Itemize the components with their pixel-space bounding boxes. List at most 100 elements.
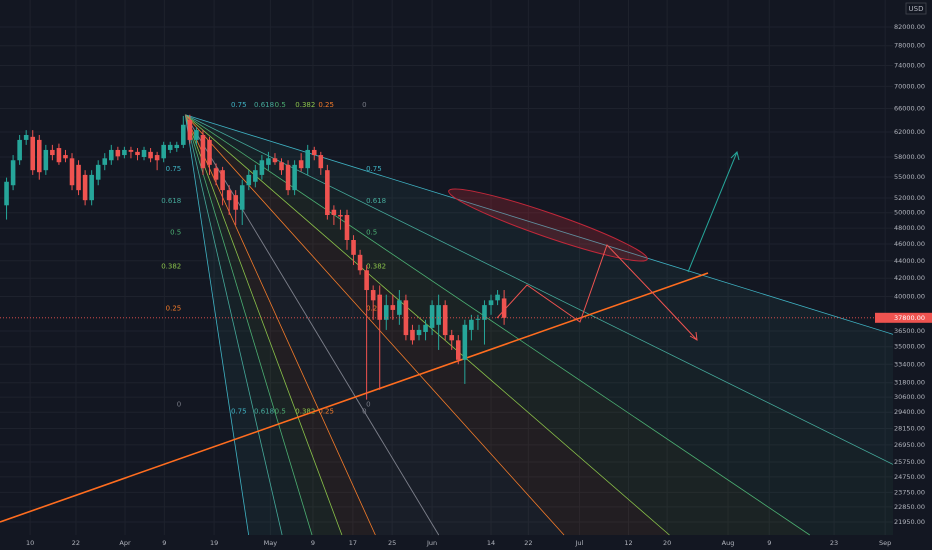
fan-label: 0.75 [231, 101, 247, 109]
candle-body [95, 164, 101, 180]
candle-body [449, 335, 455, 341]
y-tick-label: 44000.00 [894, 257, 925, 265]
fan-label: 0 [362, 408, 366, 416]
currency-box [905, 2, 927, 15]
y-tick-label: 26950.00 [894, 441, 925, 449]
x-tick-label: 12 [624, 539, 632, 547]
y-tick-label: 55000.00 [894, 173, 925, 181]
currency: USD [909, 5, 924, 13]
y-tick-label: 24750.00 [894, 473, 925, 481]
fan-label: 0.382 [295, 408, 315, 416]
candle-body [187, 120, 193, 140]
y-tick-label: 62000.00 [894, 128, 925, 136]
candle-body [469, 319, 474, 330]
candle-body [17, 139, 22, 161]
candle-body [397, 300, 402, 315]
candle-body [167, 144, 173, 150]
candle-body [331, 209, 337, 216]
candle-body [135, 151, 140, 156]
candle-body [194, 130, 199, 140]
candle-body [10, 160, 16, 186]
candle-body [154, 155, 160, 161]
candle-body [246, 174, 252, 186]
candle-body [501, 298, 507, 318]
x-tick-label: 25 [388, 539, 396, 547]
x-tick-label: Apr [119, 539, 131, 547]
arrow-head [689, 331, 698, 341]
candle-body [364, 270, 369, 291]
x-tick-label: 14 [487, 539, 495, 547]
fan-label: 0.382 [366, 263, 386, 271]
candle-body [174, 144, 180, 149]
candle-body [50, 149, 55, 156]
candle-body [69, 158, 75, 186]
candle-body [370, 290, 376, 301]
candle-body [266, 158, 271, 165]
x-tick-label: 22 [72, 539, 80, 547]
candle-body [82, 174, 88, 201]
candle-body [226, 190, 232, 201]
x-tick-label: 23 [830, 539, 838, 547]
fan-line [185, 114, 894, 465]
fan-label: 0.25 [318, 101, 334, 109]
y-tick-label: 74000.00 [894, 62, 925, 70]
candle-body [102, 158, 108, 165]
last-price-label: 37800.00 [894, 314, 925, 322]
x-tick-label: 22 [524, 539, 532, 547]
candle-body [423, 324, 428, 332]
candle-body [377, 294, 383, 320]
y-tick-label: 58000.00 [894, 153, 925, 161]
projection-up [687, 151, 738, 273]
y-tick-label: 36500.00 [894, 327, 925, 335]
highlight-ellipse [448, 188, 648, 262]
fan-line [184, 114, 440, 536]
candle-body [109, 149, 114, 161]
x-tick-label: 20 [663, 539, 671, 547]
y-tick-label: 82000.00 [894, 23, 925, 31]
y-tick-label: 35000.00 [894, 343, 925, 351]
candle-body [161, 144, 166, 159]
candle-body [351, 240, 356, 255]
candle-body [122, 149, 127, 156]
fan-line [184, 114, 283, 536]
candle-body [76, 164, 81, 191]
candle-body [115, 149, 121, 157]
candle-body [436, 305, 441, 325]
fan-label: 0.75 [366, 165, 382, 173]
candle-body [357, 254, 363, 271]
candle-body [213, 168, 219, 180]
fan-label: 0.25 [318, 408, 334, 416]
last-price-box [875, 312, 932, 323]
candle-body [239, 185, 245, 210]
fan-line [184, 114, 376, 536]
fan-line [184, 114, 313, 536]
price-axis: 82000.00 78000.00 74000.00 70000.00 66000.00… [0, 23, 932, 547]
fan-label: 0.5 [275, 408, 286, 416]
y-tick-label: 25750.00 [894, 458, 925, 466]
candle-body [141, 149, 147, 158]
projection-path [496, 244, 698, 341]
candle-body [416, 329, 422, 336]
fan-label: 0.25 [366, 305, 382, 313]
candle-body [43, 149, 49, 171]
fan-label: 0.75 [231, 408, 247, 416]
y-tick-label: 40000.00 [894, 293, 925, 301]
y-tick-label: 66000.00 [894, 104, 925, 112]
candle-body [325, 170, 330, 216]
y-tick-label: 31800.00 [894, 379, 925, 387]
candle-body [181, 124, 186, 145]
y-tick-label: 28150.00 [894, 425, 925, 433]
x-tick-label: 17 [349, 539, 357, 547]
y-tick-label: 21950.00 [894, 518, 925, 526]
candle-body [259, 160, 265, 175]
fan-label: 0 [362, 101, 366, 109]
fan-label: 0.5 [275, 101, 286, 109]
candle-body [495, 294, 500, 301]
candle-body [233, 195, 238, 210]
fan-label: 0.618 [254, 101, 274, 109]
y-tick-label: 29400.00 [894, 408, 925, 416]
candle-body [410, 329, 415, 341]
candle-body [338, 215, 343, 217]
fan-fill [185, 114, 894, 535]
